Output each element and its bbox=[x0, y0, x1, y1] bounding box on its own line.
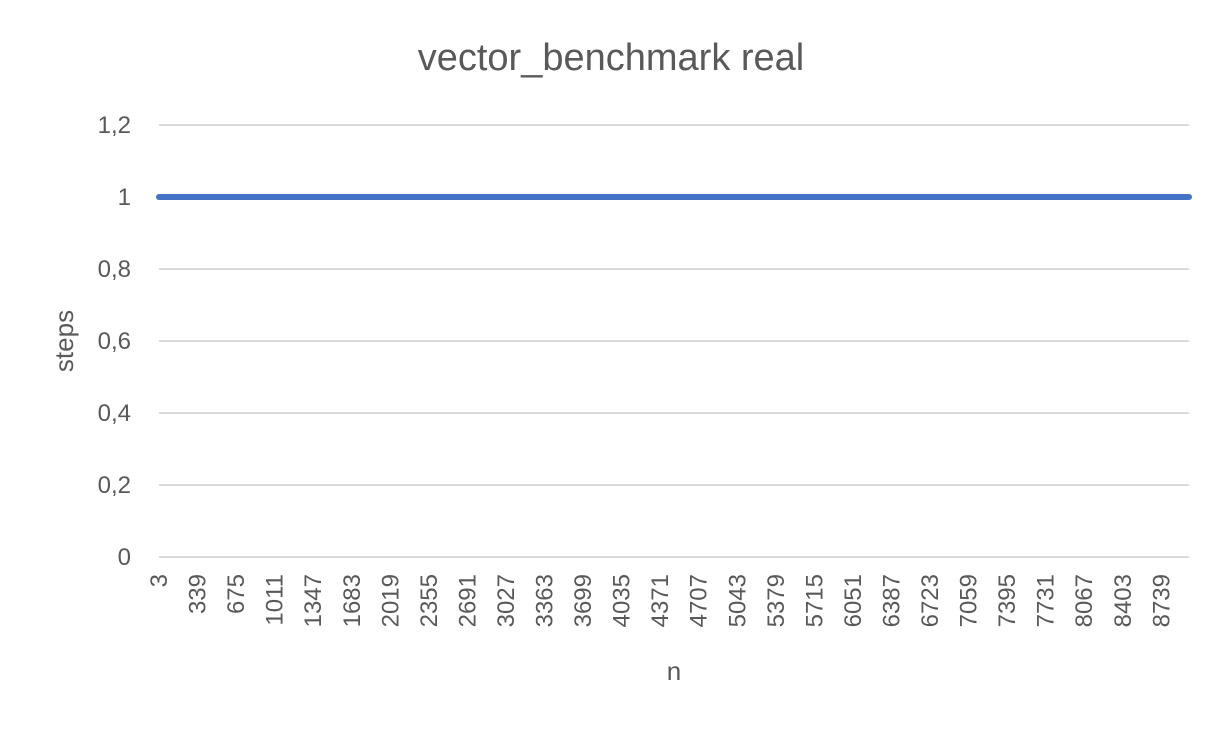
x-tick-label: 675 bbox=[223, 574, 250, 614]
y-tick-label: 1,2 bbox=[98, 112, 131, 139]
x-tick-label: 4035 bbox=[609, 574, 636, 627]
x-tick-label: 8067 bbox=[1071, 574, 1098, 627]
x-tick-label: 339 bbox=[185, 574, 212, 614]
x-tick-label: 6051 bbox=[840, 574, 867, 627]
x-tick-label: 1347 bbox=[300, 574, 327, 627]
y-axis-tick-labels: 0 0,2 0,4 0,6 0,8 1 1,2 bbox=[98, 112, 131, 571]
x-tick-label: 7059 bbox=[956, 574, 983, 627]
x-tick-label: 2019 bbox=[377, 574, 404, 627]
x-tick-label: 6723 bbox=[917, 574, 944, 627]
y-axis-title: steps bbox=[49, 310, 79, 372]
y-tick-label: 0,6 bbox=[98, 328, 131, 355]
y-tick-label: 0,4 bbox=[98, 400, 131, 427]
x-tick-label: 3027 bbox=[493, 574, 520, 627]
x-tick-label: 1683 bbox=[339, 574, 366, 627]
x-tick-label: 4371 bbox=[647, 574, 674, 627]
x-tick-label: 2691 bbox=[454, 574, 481, 627]
x-axis-tick-labels: 3 339 675 1011 1347 1683 2019 2355 2691 3027 3363 3… bbox=[146, 574, 1175, 627]
y-tick-label: 0,8 bbox=[98, 256, 131, 283]
x-tick-label: 7731 bbox=[1033, 574, 1060, 627]
x-tick-label: 5379 bbox=[763, 574, 790, 627]
x-tick-label: 1011 bbox=[262, 574, 289, 626]
x-tick-label: 3699 bbox=[570, 574, 597, 627]
x-tick-label: 5043 bbox=[724, 574, 751, 627]
x-tick-label: 6387 bbox=[878, 574, 905, 627]
x-tick-label: 8403 bbox=[1110, 574, 1137, 627]
x-tick-label: 7395 bbox=[994, 574, 1021, 627]
chart-title: vector_benchmark real bbox=[418, 37, 805, 79]
x-tick-label: 8739 bbox=[1148, 574, 1175, 627]
x-tick-label: 3363 bbox=[532, 574, 559, 627]
x-tick-label: 3 bbox=[146, 574, 173, 587]
y-tick-label: 0,2 bbox=[98, 472, 131, 499]
y-tick-label: 1 bbox=[118, 184, 131, 211]
x-tick-label: 5715 bbox=[801, 574, 828, 627]
y-tick-label: 0 bbox=[118, 544, 131, 571]
x-axis-title: n bbox=[667, 656, 681, 686]
x-tick-label: 4707 bbox=[686, 574, 713, 627]
x-tick-label: 2355 bbox=[416, 574, 443, 627]
